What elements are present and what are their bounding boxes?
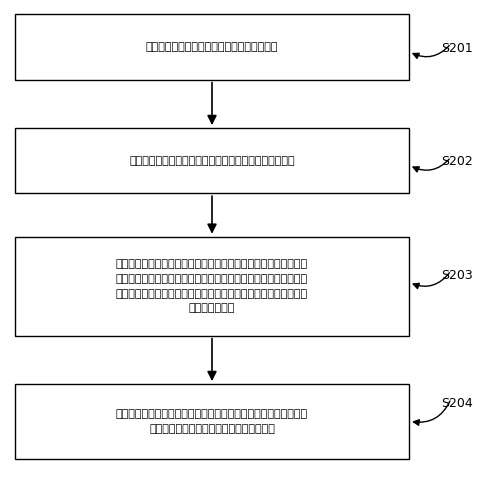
Text: S202: S202 xyxy=(441,156,473,168)
Text: 第二分光器将信号光分为两路，其中一路信号光输出至第一波分复
用器，第一波分复用器将接收到的信号光输出至合波器；另一路信
号光输出至第二波分复用器，第二波分复用器: 第二分光器将信号光分为两路，其中一路信号光输出至第一波分复 用器，第一波分复用器… xyxy=(116,259,308,313)
Text: S204: S204 xyxy=(441,397,473,410)
Text: S203: S203 xyxy=(441,269,473,282)
Bar xyxy=(15,14,409,80)
Text: 合波器将接收到的信号光和探测光合并为合并光，并将合并光输出
至环形器，环形器将合并光输出至光纤接头: 合波器将接收到的信号光和探测光合并为合并光，并将合并光输出 至环形器，环形器将合… xyxy=(116,409,308,434)
Bar xyxy=(15,128,409,193)
Text: S201: S201 xyxy=(441,42,473,55)
Bar xyxy=(15,237,409,336)
Text: 环形器接收探测光，并将探测光输出至合波器: 环形器接收探测光，并将探测光输出至合波器 xyxy=(146,42,278,52)
Bar xyxy=(15,384,409,459)
Text: 信号发送模块输出信号光，并将信号光输出至第二分光器: 信号发送模块输出信号光，并将信号光输出至第二分光器 xyxy=(129,156,295,166)
